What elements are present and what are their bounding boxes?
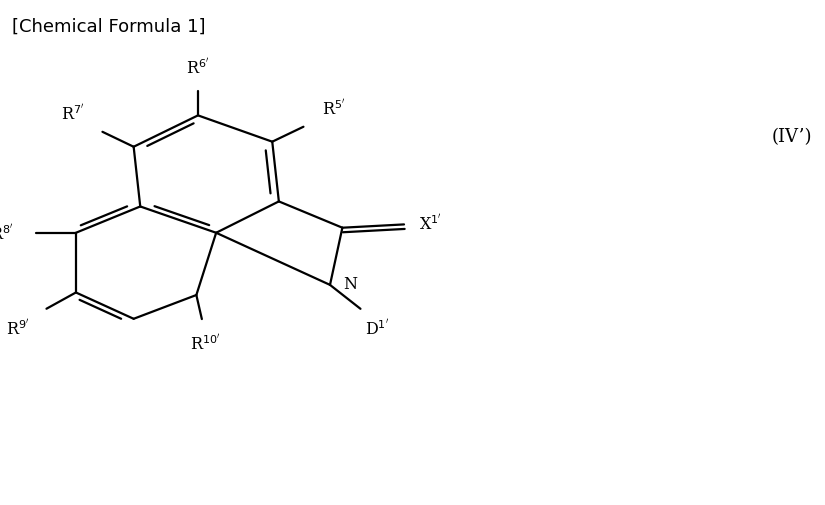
Text: D$^{1'}$: D$^{1'}$ xyxy=(365,318,389,338)
Text: R$^{8'}$: R$^{8'}$ xyxy=(0,224,13,243)
Text: N: N xyxy=(343,276,357,293)
Text: R$^{6'}$: R$^{6'}$ xyxy=(186,58,210,78)
Text: X$^{1'}$: X$^{1'}$ xyxy=(419,214,441,234)
Text: R$^{9'}$: R$^{9'}$ xyxy=(6,319,30,338)
Text: R$^{7'}$: R$^{7'}$ xyxy=(61,104,84,124)
Text: [Chemical Formula 1]: [Chemical Formula 1] xyxy=(12,18,206,36)
Text: R$^{5'}$: R$^{5'}$ xyxy=(322,99,345,119)
Text: (IV’): (IV’) xyxy=(771,127,812,145)
Text: R$^{10'}$: R$^{10'}$ xyxy=(190,333,220,353)
